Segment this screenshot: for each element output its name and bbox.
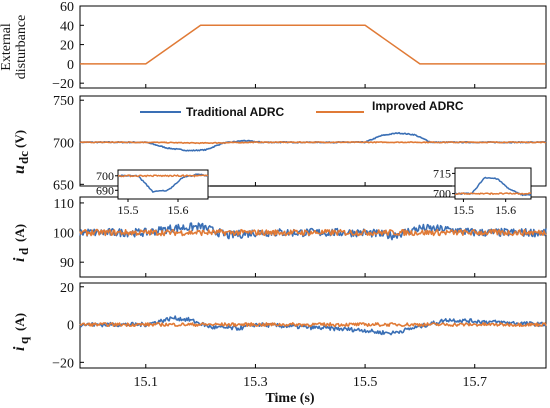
legend: Traditional ADRC Improved ADRC [140, 99, 464, 119]
ytick-label: 40 [60, 19, 74, 34]
svg-text:i: i [11, 257, 28, 262]
svg-text:(A): (A) [12, 224, 27, 242]
ytick-label: 60 [60, 0, 74, 15]
ytick-label: 100 [53, 227, 74, 242]
ytick-label: −20 [52, 356, 74, 371]
svg-text:(V): (V) [12, 130, 27, 148]
panel-id-frame [79, 196, 547, 278]
series-line-udc-improved [79, 141, 547, 145]
svg-text:u: u [11, 165, 28, 174]
legend-traditional-label: Traditional ADRC [186, 105, 285, 119]
xtick-label: 15.3 [243, 375, 268, 390]
ytick-label: 0 [67, 319, 74, 334]
ytick-label: 110 [54, 197, 74, 212]
x-axis-label: Time (s) [265, 391, 314, 406]
ytick-label: 20 [60, 281, 74, 296]
inset-ytick-label: 700 [96, 169, 114, 183]
udc-ylabel: u dc (V) [11, 130, 31, 174]
inset-xtick-label: 15.5 [453, 203, 474, 217]
ytick-label: 650 [53, 178, 74, 193]
svg-text:q: q [16, 336, 31, 344]
id-ylabel: i d (A) [11, 224, 31, 262]
ytick-label: 750 [53, 94, 74, 109]
svg-text:i: i [11, 346, 28, 351]
svg-text:d: d [16, 247, 31, 255]
ytick-label: 90 [60, 256, 74, 271]
inset-xtick-label: 15.6 [495, 203, 516, 217]
series-line-id-improved [79, 228, 547, 237]
svg-text:dc: dc [16, 151, 31, 164]
iq-ylabel: i q (A) [11, 313, 31, 351]
inset-series-improved [117, 174, 209, 178]
series-line-iq-improved [79, 322, 547, 328]
panel-disturbance-frame [79, 5, 547, 89]
xtick-label: 15.1 [134, 375, 159, 390]
svg-text:External: External [0, 23, 14, 71]
ytick-label: 0 [67, 58, 74, 73]
series-line-disturbance-disturbance [80, 24, 546, 65]
svg-text:disturbance: disturbance [14, 15, 29, 80]
inset-xtick-label: 15.5 [118, 203, 139, 217]
svg-text:(A): (A) [12, 313, 27, 331]
inset-ytick-label: 700 [433, 187, 451, 201]
inset-ytick-label: 690 [96, 183, 114, 197]
ytick-label: −20 [52, 77, 74, 92]
disturbance-ylabel: External disturbance [0, 15, 29, 80]
legend-improved-label: Improved ADRC [372, 99, 464, 113]
ytick-label: 700 [53, 136, 74, 151]
inset-ytick-label: 715 [433, 166, 451, 180]
series-line-id-traditional [79, 222, 547, 241]
xtick-label: 15.7 [462, 375, 487, 390]
inset-series-improved [455, 192, 532, 196]
xtick-label: 15.5 [353, 375, 378, 390]
inset-xtick-label: 15.6 [168, 203, 189, 217]
ytick-label: 20 [60, 39, 74, 54]
